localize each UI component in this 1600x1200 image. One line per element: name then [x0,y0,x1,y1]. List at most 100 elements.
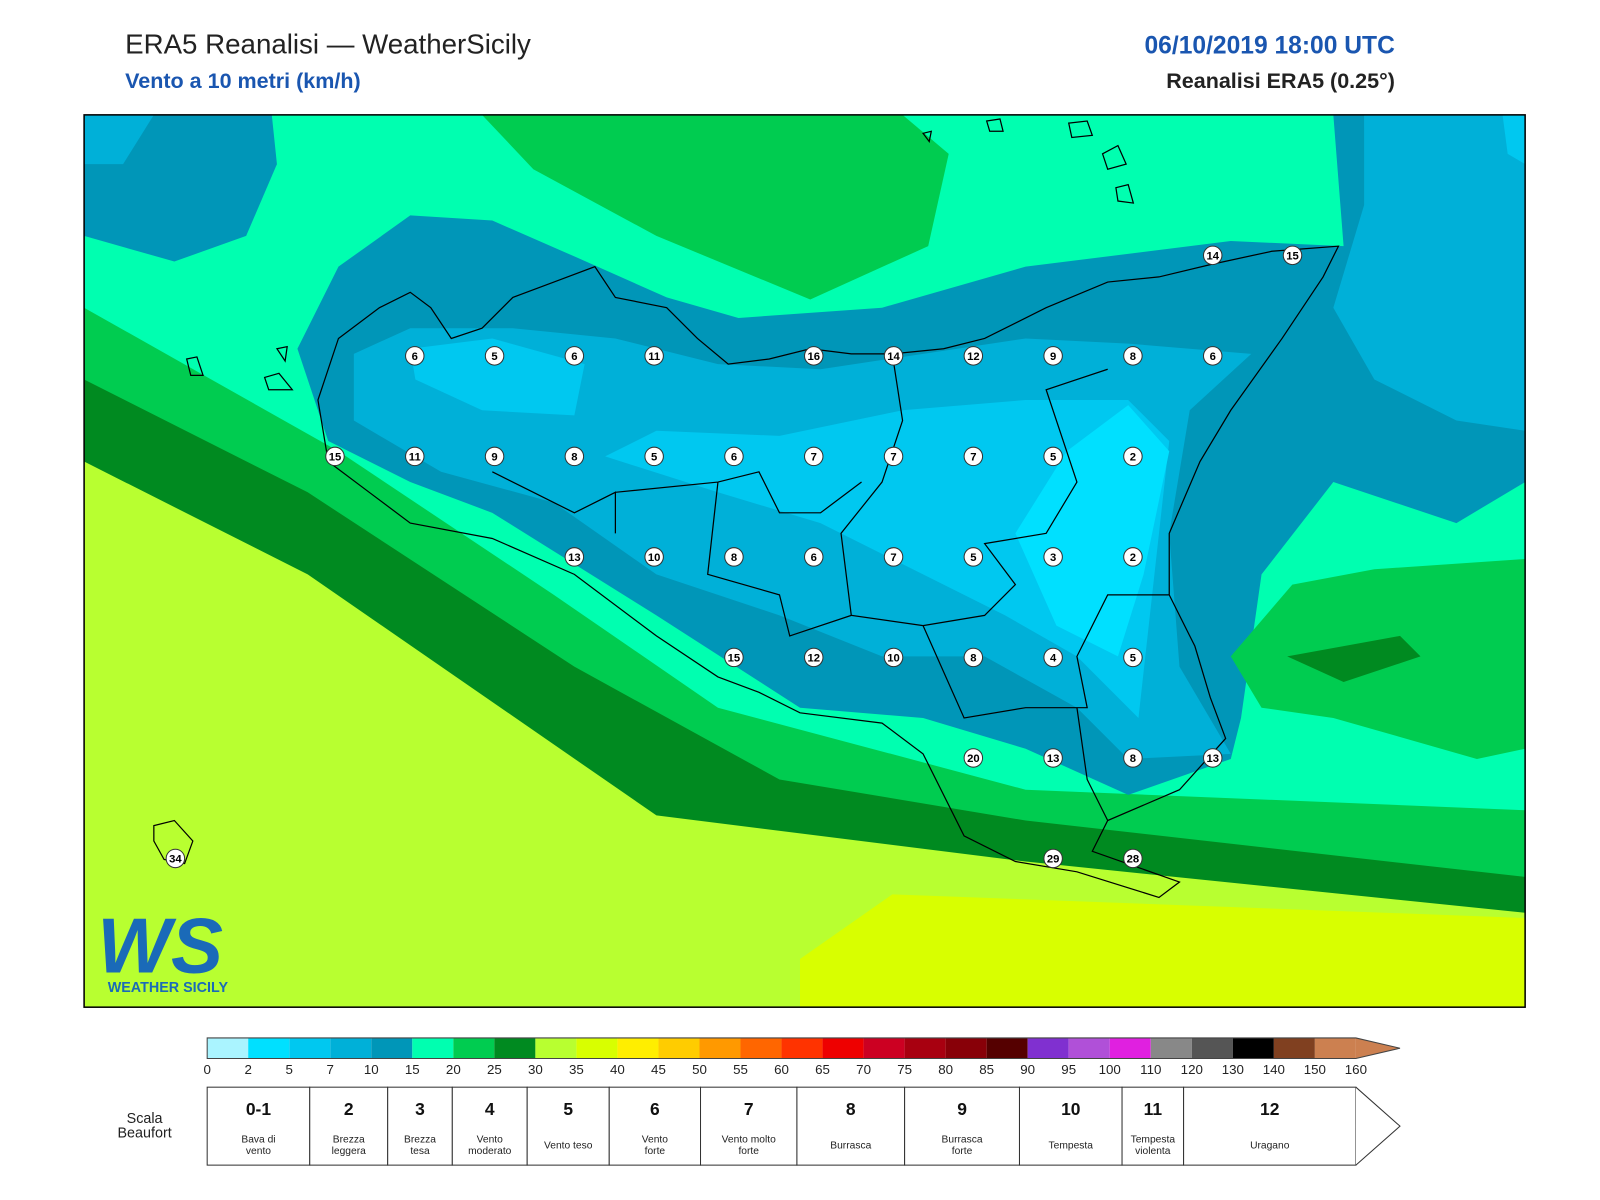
colorbar-tick-label: 30 [528,1062,543,1077]
beaufort-force: 2 [344,1099,354,1119]
station-marker [1043,346,1063,366]
beaufort-force: 8 [846,1099,856,1119]
colorbar-tick-label: 40 [610,1062,625,1077]
station-marker [1123,748,1143,768]
beaufort-box [1018,1086,1123,1166]
station-value: 15 [329,452,342,464]
station-value: 16 [807,351,820,363]
colorbar-tick-label: 7 [327,1062,334,1077]
station-marker [724,446,744,467]
colorbar-arrow [1355,1037,1400,1059]
colorbar-segment [1109,1037,1151,1059]
map-frame [83,114,1526,1008]
colorbar-tick-label: 95 [1061,1062,1076,1077]
station-value: 5 [1050,452,1056,464]
station-marker [963,748,984,768]
colorbar-segment [822,1037,864,1059]
colorbar-outline [206,1037,1401,1059]
station-value: 8 [571,452,577,464]
station-value: 6 [571,351,577,363]
station-value: 6 [731,452,737,464]
beaufort-name: Bava di [241,1135,275,1146]
colorbar-tick-label: 2 [244,1062,251,1077]
station-marker [963,446,984,467]
colorbar-tick-label: 130 [1222,1062,1244,1077]
station-value: 5 [651,452,657,464]
colorbar-tick-label: 35 [569,1062,584,1077]
beaufort-name: Vento [642,1135,669,1146]
station-value: 15 [1286,250,1299,262]
station-value: 3 [1050,552,1056,564]
beaufort-box [206,1086,311,1166]
station-marker [165,848,186,869]
beaufort-name: violenta [1135,1146,1171,1157]
station-marker [1123,547,1143,567]
beaufort-arrow [1355,1086,1401,1166]
station-marker [484,346,505,366]
beaufort-force: 12 [1260,1099,1279,1119]
beaufort-name: Brezza [404,1135,436,1146]
colorbar-tick-label: 65 [815,1062,830,1077]
station-marker [405,446,425,467]
colorbar-segment [535,1037,577,1059]
colorbar-tick-label: 5 [286,1062,293,1077]
colorbar-segment [371,1037,413,1059]
beaufort-name: leggera [332,1146,366,1157]
colorbar-segment [207,1037,249,1059]
colorbar-segment [781,1037,823,1059]
beaufort-name: moderato [468,1146,512,1157]
station-marker [1202,748,1223,768]
station-marker [724,547,744,567]
station-marker [804,446,824,467]
colorbar-segment [1068,1037,1110,1059]
station-marker [1202,245,1223,266]
beaufort-force: 7 [744,1099,754,1119]
station-value: 7 [890,552,896,564]
colorbar-segment [617,1037,659,1059]
beaufort-name: Uragano [1250,1141,1290,1152]
colorbar-tick-label: 25 [487,1062,502,1077]
station-value: 8 [970,653,976,665]
station-marker [1043,446,1063,467]
colorbar-segment [412,1037,454,1059]
station-marker [564,346,585,366]
colorbar-tick-label: 80 [938,1062,953,1077]
station-value: 5 [1130,653,1136,665]
beaufort-box [904,1086,1020,1166]
beaufort-name: Vento molto [722,1135,776,1146]
station-value: 13 [1206,753,1219,765]
station-marker [804,547,824,567]
station-marker [1123,446,1143,467]
beaufort-force: 0-1 [246,1099,271,1119]
station-value: 12 [967,351,980,363]
station-value: 12 [807,653,820,665]
beaufort-name: Vento [477,1135,504,1146]
station-marker [1202,346,1223,366]
beaufort-name: vento [246,1146,271,1157]
beaufort-name: forte [645,1146,666,1157]
station-value: 29 [1047,854,1060,866]
colorbar-segment [330,1037,372,1059]
colorbar-segment [904,1037,946,1059]
station-marker [1043,547,1063,567]
station-value: 7 [890,452,896,464]
colorbar-segment [658,1037,700,1059]
dynamic-layer: 14 156 5 6 11 16 14 12 9 8 615 11 9 8 5 6 7 7 7 5 213 10 8 6 7 5 3… [165,245,1401,1166]
station-marker [1123,647,1143,668]
colorbar-tick-label: 160 [1345,1062,1367,1077]
station-value: 5 [970,552,976,564]
station-value: 4 [1050,653,1057,665]
station-value: 2 [1130,452,1136,464]
colorbar-tick-label: 20 [446,1062,461,1077]
station-value: 6 [811,552,817,564]
wind-field [84,114,1526,1008]
beaufort-box [1183,1086,1357,1166]
logo-caption: WEATHER SICILY [108,980,229,996]
station-marker [644,346,664,366]
beaufort-name: forte [952,1146,973,1157]
station-marker [325,446,345,467]
station-marker [484,446,505,467]
station-marker [564,547,585,567]
beaufort-name: Brezza [333,1135,365,1146]
